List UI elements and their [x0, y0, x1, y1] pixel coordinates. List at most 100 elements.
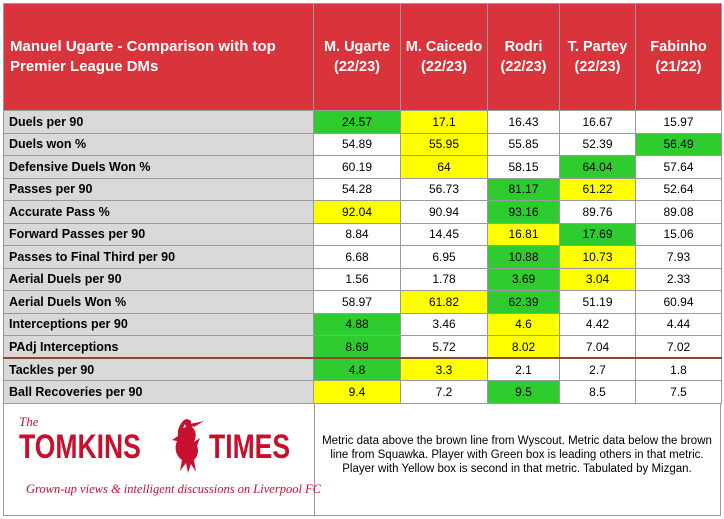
metric-label: Passes per 90	[3, 177, 314, 201]
metric-value: 7.2	[400, 380, 488, 404]
table-row: PAdj Interceptions 8.69 5.72 8.02 7.04 7.02	[3, 335, 722, 359]
metric-value: 60.19	[313, 155, 401, 179]
metric-value: 10.88	[487, 245, 560, 269]
table-row: Ball Recoveries per 90 9.4 7.2 9.5 8.5 7.5	[3, 380, 722, 404]
metric-label: Defensive Duels Won %	[3, 155, 314, 179]
table-row: Accurate Pass % 92.04 90.94 93.16 89.76 89.08	[3, 200, 722, 224]
metric-value: 7.5	[635, 380, 722, 404]
table-row: Duels per 90 24.57 17.1 16.43 16.67 15.97	[3, 110, 722, 134]
metric-value: 54.28	[313, 177, 401, 201]
table-row: Interceptions per 90 4.88 3.46 4.6 4.42 4.44	[3, 312, 722, 336]
table-row: Passes to Final Third per 90 6.68 6.95 10.8…	[3, 245, 722, 269]
metric-value: 3.69	[487, 267, 560, 291]
metric-value: 58.15	[487, 155, 560, 179]
metric-value: 55.85	[487, 132, 560, 156]
metric-value: 8.02	[487, 335, 560, 359]
metric-value: 10.73	[559, 245, 636, 269]
logo-times-text: TIMES	[209, 428, 291, 466]
metric-value: 60.94	[635, 290, 722, 314]
metric-value: 4.88	[313, 312, 401, 336]
tomkins-times-logo: The TOMKINS TIMES Grown-up views & intel…	[4, 404, 321, 515]
metric-value: 56.49	[635, 132, 722, 156]
comparison-table: Manuel Ugarte - Comparison with top Prem…	[3, 3, 722, 404]
logo-tomkins-text: TOMKINS	[19, 428, 141, 466]
metric-label: Passes to Final Third per 90	[3, 245, 314, 269]
metric-value: 8.84	[313, 222, 401, 246]
table-row: Aerial Duels Won % 58.97 61.82 62.39 51.19 60…	[3, 290, 722, 314]
metric-value: 2.7	[559, 357, 636, 381]
metric-value: 14.45	[400, 222, 488, 246]
metric-value: 16.67	[559, 110, 636, 134]
metric-value: 52.64	[635, 177, 722, 201]
metric-value: 1.8	[635, 357, 722, 381]
logo-the-text: The	[19, 414, 39, 429]
metric-value: 16.43	[487, 110, 560, 134]
metric-label: Interceptions per 90	[3, 312, 314, 336]
metric-value: 4.44	[635, 312, 722, 336]
metric-value: 57.64	[635, 155, 722, 179]
metric-label: PAdj Interceptions	[3, 335, 314, 359]
metric-value: 62.39	[487, 290, 560, 314]
metric-value: 4.8	[313, 357, 401, 381]
table-title: Manuel Ugarte - Comparison with top Prem…	[3, 3, 314, 111]
player-header: Fabinho (21/22)	[635, 3, 722, 111]
metric-value: 54.89	[313, 132, 401, 156]
metric-value: 52.39	[559, 132, 636, 156]
metric-value: 89.76	[559, 200, 636, 224]
header-row: Manuel Ugarte - Comparison with top Prem…	[3, 3, 722, 111]
metric-value: 6.95	[400, 245, 488, 269]
metric-value: 4.42	[559, 312, 636, 336]
metric-value: 3.04	[559, 267, 636, 291]
metric-label: Aerial Duels Won %	[3, 290, 314, 314]
metric-value: 4.6	[487, 312, 560, 336]
metric-value: 7.93	[635, 245, 722, 269]
metric-value: 15.97	[635, 110, 722, 134]
metric-value: 2.33	[635, 267, 722, 291]
metric-value: 24.57	[313, 110, 401, 134]
metric-label: Duels per 90	[3, 110, 314, 134]
metric-value: 55.95	[400, 132, 488, 156]
player-header: Rodri (22/23)	[487, 3, 560, 111]
metric-label: Accurate Pass %	[3, 200, 314, 224]
metric-label: Aerial Duels per 90	[3, 267, 314, 291]
metric-label: Duels won %	[3, 132, 314, 156]
metric-value: 58.97	[313, 290, 401, 314]
player-header: M. Caicedo (22/23)	[400, 3, 488, 111]
table-row: Passes per 90 54.28 56.73 81.17 61.22 52.64	[3, 177, 722, 201]
metric-value: 16.81	[487, 222, 560, 246]
player-header: T. Partey (22/23)	[559, 3, 636, 111]
logo-tagline: Grown-up views & intelligent discussions…	[26, 482, 322, 496]
metric-value: 90.94	[400, 200, 488, 224]
footer: The TOMKINS TIMES Grown-up views & intel…	[3, 403, 721, 516]
table-row: Tackles per 90 4.8 3.3 2.1 2.7 1.8	[3, 357, 722, 381]
table-row: Duels won % 54.89 55.95 55.85 52.39 56.49	[3, 132, 722, 156]
metric-value: 56.73	[400, 177, 488, 201]
metric-value: 6.68	[313, 245, 401, 269]
metric-value: 5.72	[400, 335, 488, 359]
source-note: Metric data above the brown line from Wy…	[322, 435, 712, 475]
metric-value: 8.69	[313, 335, 401, 359]
metric-value: 7.02	[635, 335, 722, 359]
metric-value: 61.22	[559, 177, 636, 201]
metric-value: 3.46	[400, 312, 488, 336]
metric-value: 2.1	[487, 357, 560, 381]
metric-value: 1.78	[400, 267, 488, 291]
metric-value: 17.69	[559, 222, 636, 246]
metric-value: 64.04	[559, 155, 636, 179]
metric-label: Forward Passes per 90	[3, 222, 314, 246]
metric-value: 1.56	[313, 267, 401, 291]
metric-value: 61.82	[400, 290, 488, 314]
metric-value: 9.4	[313, 380, 401, 404]
metric-value: 3.3	[400, 357, 488, 381]
metric-value: 51.19	[559, 290, 636, 314]
metric-label: Tackles per 90	[3, 357, 314, 381]
metric-value: 17.1	[400, 110, 488, 134]
metric-value: 81.17	[487, 177, 560, 201]
metric-value: 7.04	[559, 335, 636, 359]
metric-value: 8.5	[559, 380, 636, 404]
table-row: Forward Passes per 90 8.84 14.45 16.81 17.69…	[3, 222, 722, 246]
metric-value: 64	[400, 155, 488, 179]
metric-value: 9.5	[487, 380, 560, 404]
metric-value: 93.16	[487, 200, 560, 224]
player-header: M. Ugarte (22/23)	[313, 3, 401, 111]
